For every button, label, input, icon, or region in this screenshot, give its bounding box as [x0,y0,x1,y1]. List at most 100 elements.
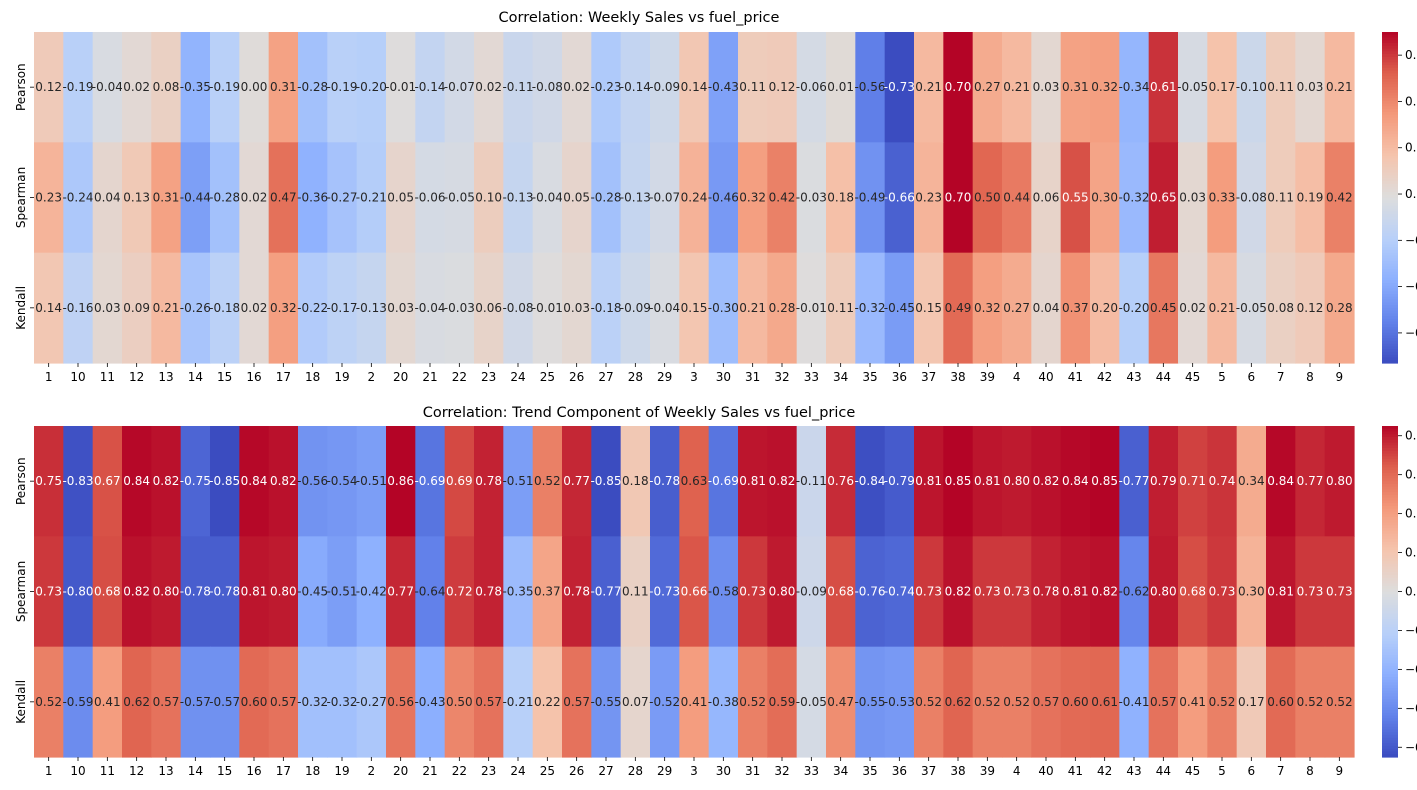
cell-value-label: -0.43 [414,695,445,709]
colorbar-segment [1382,230,1398,234]
colorbar-segment [1382,258,1398,262]
colorbar-segment [1382,437,1398,441]
colorbar-tick-label: 0.4 [1405,507,1417,521]
cell-value-label: -0.21 [356,191,387,205]
colorbar-segment [1382,349,1398,353]
colorbar-segment [1382,208,1398,212]
cell-value-label: 0.14 [681,80,708,94]
cell-value-label: 0.04 [94,191,121,205]
heatmap-cell [972,536,1003,648]
colorbar-segment [1382,583,1398,587]
x-tick-labels: 1 10 11 12 13 14 15 16 17 18 19 2 20 21 22 23 24 25 26 27 28… [45,363,1343,384]
heatmap-cell [591,32,622,143]
heatmap-cell [1060,646,1091,758]
x-tick-label: 6 [1248,370,1256,384]
heatmap-cell [1031,646,1062,758]
colorbar-segment [1382,555,1398,559]
heatmap-cells: 0.75 -0.83 0.67 0.84 0.82 -0.75-0.85 0.84 0.82-… [34,426,1355,758]
colorbar-segment [1382,45,1398,50]
heatmap-cell [210,142,240,254]
cell-value-label: 0.11 [739,80,766,94]
x-tick-label: 30 [716,764,731,778]
cell-value-label: -0.73 [884,80,915,94]
heatmap-cell [356,646,387,758]
colorbar-tick-label: −0.2 [1405,623,1417,637]
colorbar-segment [1382,316,1398,320]
colorbar-segment [1382,679,1398,684]
cell-value-label: -0.55 [854,695,885,709]
heatmap-cell [1060,536,1091,648]
cell-value-label: 0.03 [387,301,414,315]
cell-value-label: 0.56 [387,695,414,709]
heatmap-cell [356,142,387,254]
heatmap-cell [532,426,563,537]
x-tick-label: 18 [305,370,320,384]
cell-value-label: -0.75 [180,474,211,488]
colorbar-segment [1382,186,1398,190]
colorbar-segment [1382,120,1398,124]
heatmap-cell [914,426,944,537]
cell-value-label: 0.82 [1033,474,1060,488]
cell-value-label: 0.12 [1297,301,1324,315]
colorbar-segment [1382,478,1398,482]
heatmap-cell [180,646,211,758]
x-tick-label: 24 [510,764,525,778]
cell-value-label: -0.56 [297,474,328,488]
colorbar-segment [1382,483,1398,488]
heatmap-cell [1119,32,1150,143]
colorbar-segment [1382,737,1398,742]
heatmap-cell [532,252,563,364]
x-tick-label: 5 [1218,764,1226,778]
colorbar-segment [1382,354,1398,359]
heatmap-cell [796,32,827,143]
colorbar-segment [1382,247,1398,251]
colorbar-segment [1382,635,1398,639]
cell-value-label: 0.08 [153,80,180,94]
x-tick-label: 43 [1126,370,1141,384]
colorbar-segment [1382,100,1398,105]
x-tick-label: 22 [452,370,467,384]
heatmap-cell [1002,426,1032,537]
cell-value-label: -0.51 [502,474,533,488]
cell-value-label: 0.82 [769,474,796,488]
cell-value-label: 0.84 [241,474,268,488]
cell-value-label: -0.66 [884,191,915,205]
colorbar-segment [1382,59,1398,63]
cell-value-label: 0.44 [1003,191,1030,205]
colorbar-segment [1382,517,1398,521]
x-tick-label: 23 [481,764,496,778]
cell-value-label: 0.17 [1209,80,1236,94]
heatmap-cells: 0.12 -0.19-0.04 0.02 0.08 -0.35-0.19 0.00 0.31… [34,32,1355,364]
colorbar-segment [1382,260,1398,265]
cell-value-label: 0.31 [270,80,297,94]
colorbar-segment [1382,539,1398,543]
cell-value-label: 0.73 [1326,585,1353,599]
heatmap-cell [180,426,211,537]
heatmap-cell [268,426,299,537]
colorbar-tick-label: 0.6 [1405,468,1417,482]
cell-value-label: -0.45 [297,585,328,599]
colorbar-segment [1382,723,1398,728]
colorbar-segment [1382,743,1398,747]
heatmap-cell [562,252,592,364]
heatmap-cell [826,646,856,758]
cell-value-label: 0.52 [974,695,1001,709]
colorbar-segment [1382,128,1398,132]
colorbar-segment [1382,740,1398,744]
cell-value-label: 0.52 [1297,695,1324,709]
x-tick-label: 14 [188,370,203,384]
cell-value-label: 0.04 [1033,301,1060,315]
heatmap-cell [92,536,123,648]
cell-value-label: -0.28 [590,191,621,205]
cell-value-label: -0.58 [708,585,739,599]
x-tick-label: 16 [246,764,261,778]
cell-value-label: 0.03 [1179,191,1206,205]
heatmap-cell [63,536,94,648]
cell-value-label: -0.17 [326,301,357,315]
colorbar-segment [1382,310,1398,314]
x-tick-label: 37 [921,370,936,384]
colorbar-tick-label: −0.8 [1405,740,1417,754]
cell-value-label: -0.62 [1118,585,1149,599]
heatmap-cell [650,426,680,537]
cell-value-label: -0.38 [708,695,739,709]
